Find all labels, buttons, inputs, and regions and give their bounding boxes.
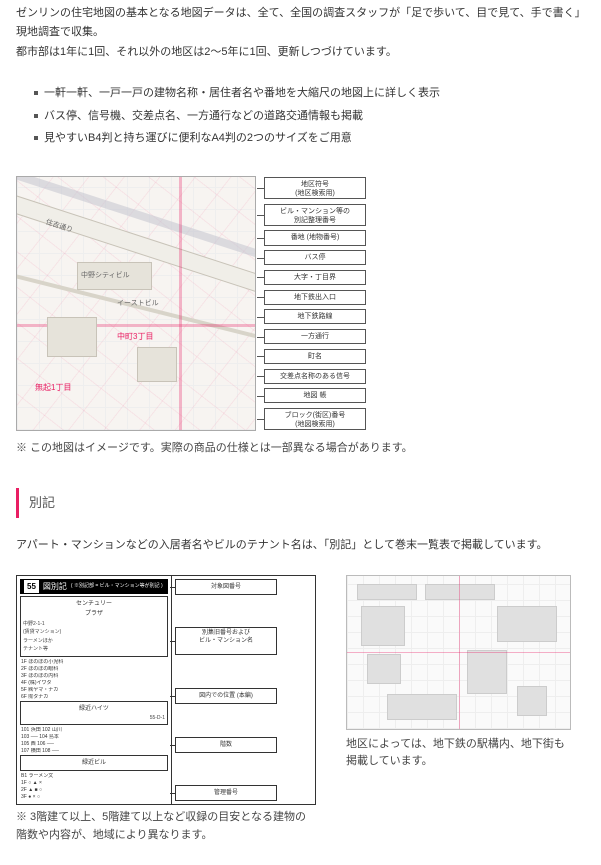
legend-cell: ビル・マンション等の別記整理番号 bbox=[264, 204, 366, 226]
bekki-box1-head: センチュリープラザ bbox=[23, 599, 165, 619]
legend-cell: 地下鉄路線 bbox=[264, 309, 366, 324]
map-label-bldg2: イーストビル bbox=[117, 298, 159, 310]
legend-cell: バス停 bbox=[264, 250, 366, 265]
legend-cell: 大字・丁目界 bbox=[264, 270, 366, 285]
intro-p2: 都市部は1年に1回、それ以外の地区は2〜5年に1回、更新しつづけています。 bbox=[16, 43, 585, 62]
bekki-desc: アパート・マンションなどの入居者名やビルのテナント名は、「別記」として巻末一覧表… bbox=[16, 536, 585, 555]
bekki-row-c: B1 ラーメン文 bbox=[20, 773, 168, 780]
map-note: ※ この地図はイメージです。実際の商品の仕様とは一部異なる場合があります。 bbox=[16, 439, 585, 458]
feature-item: バス停、信号機、交差点名、一方通行などの道路交通情報も掲載 bbox=[34, 107, 585, 126]
bekki-box-3: 緑近ビル bbox=[20, 755, 168, 771]
bekki-title-bar: 55 図別記 ( ※別記部 = ビル・マンション等が別記 ) bbox=[20, 579, 168, 595]
legend-cell: 町名 bbox=[264, 349, 366, 364]
map-image: 住吉通り 中野シティビル イーストビル 中町3丁目 無起1丁目 bbox=[16, 176, 256, 431]
bekki-right-cell: 別集旧番号およびビル・マンション名 bbox=[175, 627, 277, 655]
station-col: 地区によっては、地下鉄の駅構内、地下街も掲載しています。 bbox=[346, 575, 571, 771]
map-figure: 住吉通り 中野シティビル イーストビル 中町3丁目 無起1丁目 地区符号(地区検… bbox=[16, 176, 585, 431]
bekki-row-a: 4F (株)イワタ bbox=[20, 680, 168, 687]
legend-cell: 地下鉄出入口 bbox=[264, 290, 366, 305]
map-label-bldg1: 中野シティビル bbox=[81, 270, 130, 282]
intro-p1: ゼンリンの住宅地図の基本となる地図データは、全て、全国の調査スタッフが「足で歩い… bbox=[16, 4, 585, 41]
bekki-box3-head: 緑近ビル bbox=[23, 758, 165, 768]
bekki-title-text: 図別記 bbox=[43, 580, 67, 594]
bekki-box-2: 緑近ハイツ 55-D-1 bbox=[20, 701, 168, 726]
bekki-row-b: 103 ── 104 島本 bbox=[20, 734, 168, 741]
bekki-row-b: 107 横田 108 ── bbox=[20, 748, 168, 755]
bekki-row-b: 101 浜田 102 山川 bbox=[20, 727, 168, 734]
bekki-row: 55 図別記 ( ※別記部 = ビル・マンション等が別記 ) センチュリープラザ… bbox=[16, 575, 585, 845]
bekki-right-cell: 階数 bbox=[175, 737, 277, 753]
legend-cell: 交差点名称のある信号 bbox=[264, 369, 366, 384]
map-label-chome-a: 中町3丁目 bbox=[117, 330, 153, 344]
legend-cell: 一方通行 bbox=[264, 329, 366, 344]
bekki-row-c: 1F ○ ▲ × bbox=[20, 780, 168, 787]
bekki-right-cell: 図内での位置 (本編) bbox=[175, 688, 277, 704]
bekki-box2-sub: 55-D-1 bbox=[23, 714, 165, 723]
bekki-right-cell: 管理番号 bbox=[175, 785, 277, 801]
legend-cell: ブロック(街区)番号(地図検索用) bbox=[264, 408, 366, 430]
station-figure bbox=[346, 575, 571, 730]
feature-item: 見やすいB4判と持ち運びに便利なA4判の2つのサイズをご用意 bbox=[34, 129, 585, 148]
legend-cell: 地図 帳 bbox=[264, 388, 366, 403]
station-note: 地区によっては、地下鉄の駅構内、地下街も掲載しています。 bbox=[346, 736, 571, 771]
bekki-row-a: 2F ほのぼの眼科 bbox=[20, 666, 168, 673]
bekki-row-c: 3F ● × ○ bbox=[20, 794, 168, 801]
bekki-note: ※ 3階建て以上、5階建て以上など収録の目安となる建物の階数や内容が、地域により… bbox=[16, 809, 316, 844]
bekki-row-a: 5F ㈱ヤマ・ナカ bbox=[20, 687, 168, 694]
bekki-box2-head: 緑近ハイツ bbox=[23, 704, 165, 714]
bekki-title-num: 55 bbox=[24, 580, 39, 594]
bekki-heading: 別記 bbox=[16, 488, 585, 518]
bekki-row-a: 3F ほのぼの内科 bbox=[20, 673, 168, 680]
legend-cell: 地区符号(地区検索用) bbox=[264, 177, 366, 199]
map-label-chome-b: 無起1丁目 bbox=[35, 381, 71, 395]
feature-list: 一軒一軒、一戸一戸の建物名称・居住者名や番地を大縮尺の地図上に詳しく表示 バス停… bbox=[34, 84, 585, 148]
bekki-title-note: ( ※別記部 = ビル・マンション等が別記 ) bbox=[71, 582, 163, 591]
bekki-row-c: 2F ▲ ■ ○ bbox=[20, 787, 168, 794]
legend-cell: 番地 (地物番号) bbox=[264, 230, 366, 245]
bekki-box1-sub: 中野2-1-1(賃貸マンション)ラーメンほかテナント等 bbox=[23, 620, 165, 654]
bekki-row-a: 1F ほのぼの小児科 bbox=[20, 659, 168, 666]
bekki-figure: 55 図別記 ( ※別記部 = ビル・マンション等が別記 ) センチュリープラザ… bbox=[16, 575, 316, 806]
bekki-left-col: 55 図別記 ( ※別記部 = ビル・マンション等が別記 ) センチュリープラザ… bbox=[16, 575, 316, 845]
map-legend: 地区符号(地区検索用) ビル・マンション等の別記整理番号 番地 (地物番号) バ… bbox=[264, 176, 366, 431]
bekki-right-cell: 対象図番号 bbox=[175, 579, 277, 595]
bekki-box-1: センチュリープラザ 中野2-1-1(賃貸マンション)ラーメンほかテナント等 bbox=[20, 596, 168, 656]
intro-text: ゼンリンの住宅地図の基本となる地図データは、全て、全国の調査スタッフが「足で歩い… bbox=[16, 4, 585, 62]
bekki-row-b: 105 西 106 ── bbox=[20, 741, 168, 748]
feature-item: 一軒一軒、一戸一戸の建物名称・居住者名や番地を大縮尺の地図上に詳しく表示 bbox=[34, 84, 585, 103]
